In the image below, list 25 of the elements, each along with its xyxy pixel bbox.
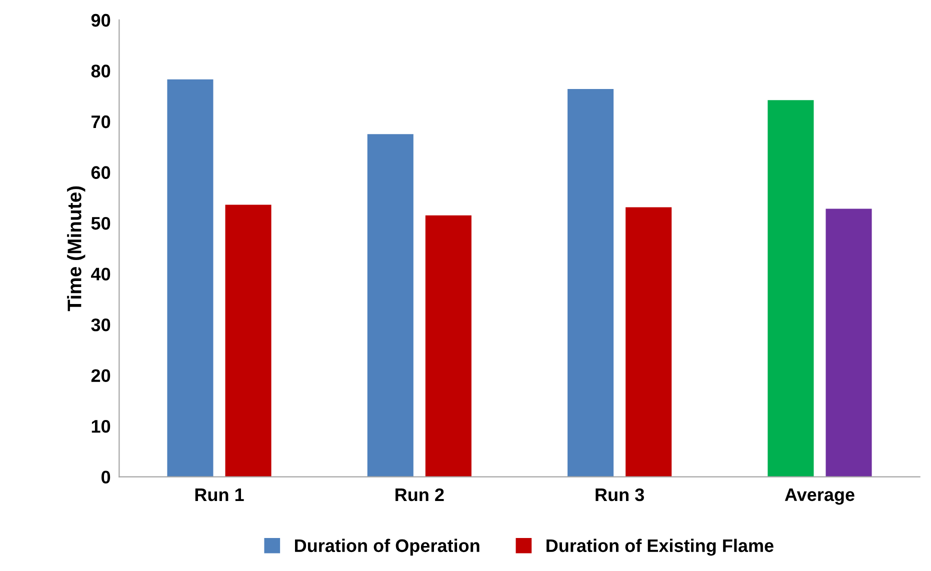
bar	[626, 207, 672, 477]
y-tick-label: 70	[92, 115, 110, 128]
x-tick-label: Run 3	[596, 488, 644, 502]
bar	[225, 204, 272, 477]
y-tick-label: 80	[91, 64, 110, 78]
x-tick-label: Run 2	[396, 488, 444, 502]
bar	[826, 208, 872, 477]
bar	[367, 134, 414, 477]
y-axis-title: Time (Minute)	[67, 186, 86, 312]
legend-label: Duration of Existing Flame	[546, 538, 774, 556]
y-tick-label: 0	[102, 470, 110, 484]
y-tick-label: 20	[91, 369, 110, 382]
x-tick-label: Average	[784, 488, 854, 505]
y-tick-label: 40	[91, 268, 110, 280]
y-tick-label: 10	[92, 420, 110, 433]
bar	[768, 100, 814, 477]
bar	[425, 215, 472, 477]
y-tick-label: 90	[91, 14, 110, 27]
legend-label: Duration of Operation	[295, 538, 480, 556]
bar	[167, 79, 214, 477]
y-tick-label: 60	[91, 166, 110, 179]
y-tick-label: 50	[91, 216, 110, 230]
bar	[568, 89, 614, 477]
y-tick-label: 30	[91, 318, 110, 332]
x-tick-label: Run 1	[195, 488, 244, 502]
